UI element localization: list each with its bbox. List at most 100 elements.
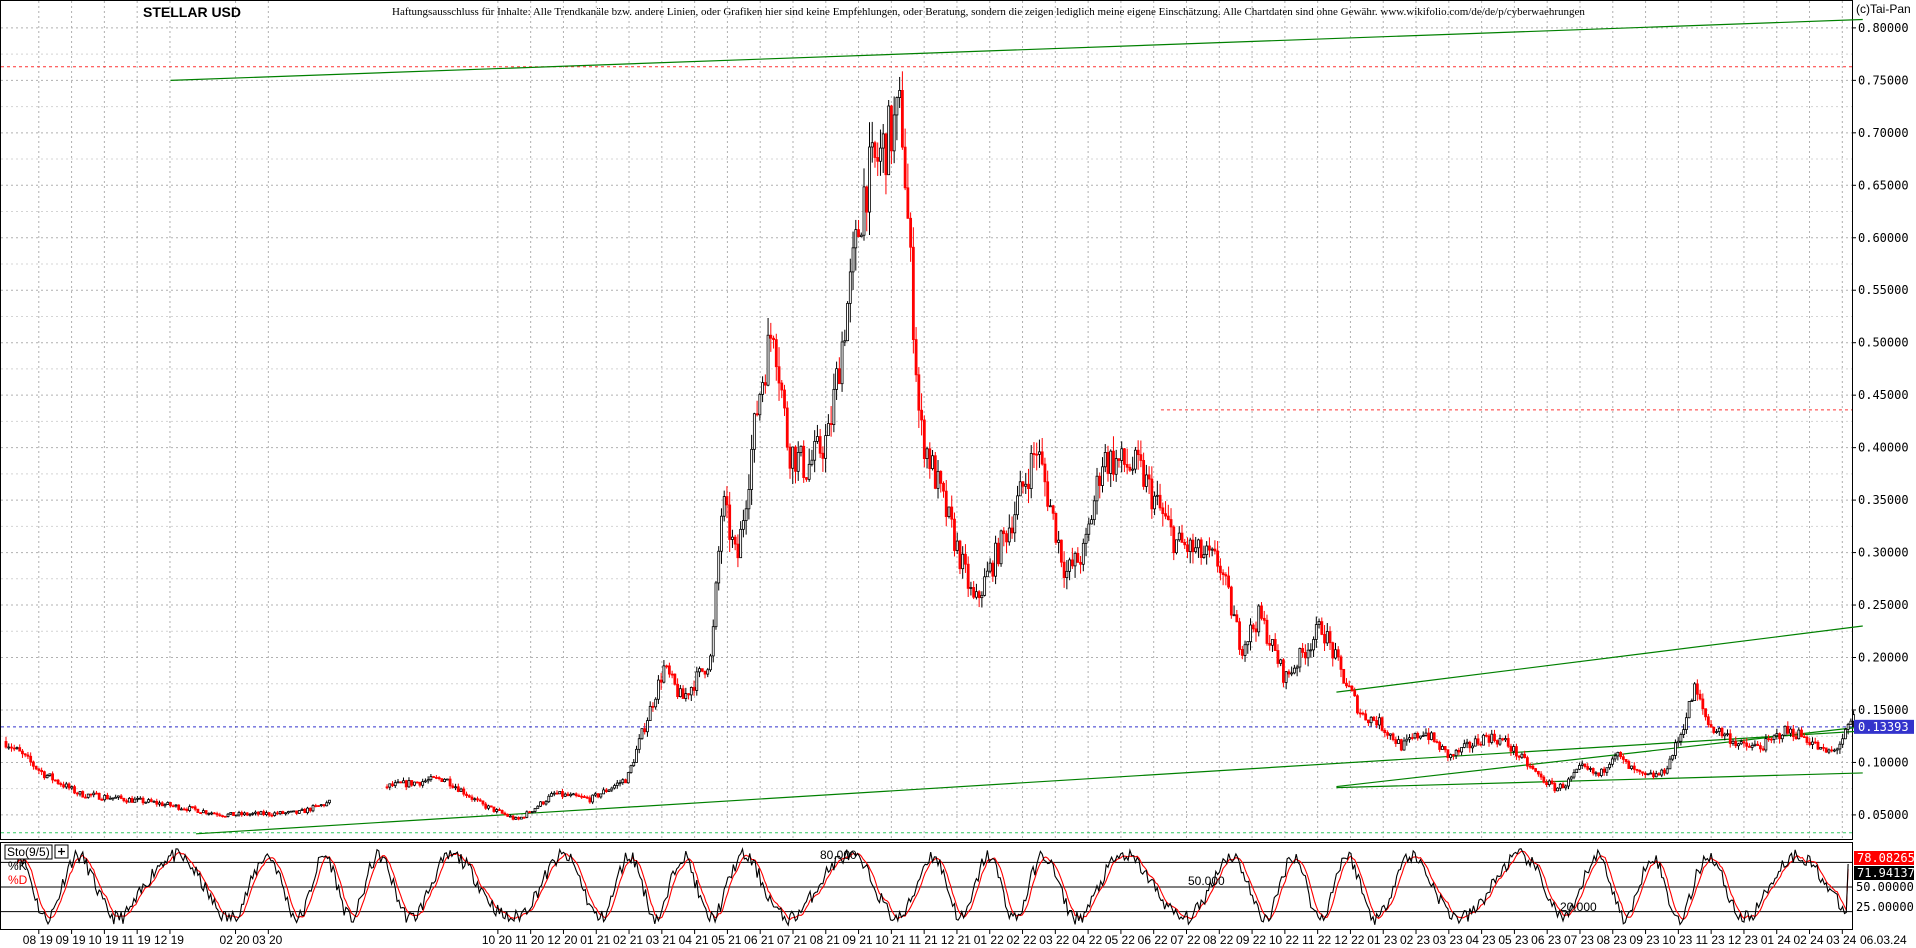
candle-body: [495, 809, 499, 812]
stoch-tick-25: 25.00000: [1856, 900, 1914, 914]
candle-body: [1701, 698, 1705, 710]
x-tick-label: 01 24: [1761, 933, 1791, 947]
candle-body: [1153, 495, 1156, 510]
candle-body: [391, 783, 394, 787]
candle-body: [947, 506, 951, 518]
candle-body: [950, 506, 954, 520]
candle-body: [1262, 617, 1266, 621]
candle-body: [487, 805, 490, 809]
candle-body: [1693, 683, 1697, 701]
candle-body: [1558, 783, 1562, 789]
candle-body: [319, 804, 323, 807]
candle-body: [1619, 751, 1622, 758]
candle-body: [1720, 727, 1724, 737]
candle-body: [1081, 542, 1085, 565]
candle-body: [843, 340, 847, 343]
candle-body: [802, 445, 806, 478]
candle-body: [563, 793, 567, 797]
candle-body: [1769, 738, 1773, 741]
candle-body: [788, 446, 792, 469]
candle-body: [1728, 733, 1732, 744]
candle-body: [1175, 539, 1178, 554]
candle-body: [1462, 743, 1466, 748]
candle-body: [1216, 550, 1220, 567]
candle-body: [728, 504, 732, 540]
candle-body: [1591, 768, 1595, 774]
candle-body: [1468, 741, 1472, 749]
candle-body: [1147, 474, 1151, 480]
candle-body: [149, 799, 153, 802]
candle-body: [936, 470, 940, 489]
y-tick-label: 0.20000: [1858, 651, 1909, 665]
current-price-value: 0.13393: [1858, 720, 1909, 734]
candle-body: [832, 388, 836, 425]
candle-body: [794, 446, 797, 472]
candle-body: [1221, 572, 1225, 575]
candle-body: [1208, 545, 1211, 551]
candle-body: [1780, 734, 1784, 740]
candle-body: [780, 382, 784, 391]
candle-body: [1610, 758, 1614, 765]
candle-body: [1528, 765, 1532, 768]
candle-body: [1698, 693, 1702, 700]
chart-title: STELLAR USD: [143, 4, 241, 20]
candle-body: [201, 810, 205, 814]
candle-body: [204, 810, 208, 814]
candle-body: [256, 811, 260, 815]
trendline: [1336, 625, 1863, 693]
candle-body: [1112, 450, 1115, 475]
x-tick-label: 03 20: [252, 933, 282, 947]
candle-body: [1457, 749, 1461, 753]
candle-body: [1383, 729, 1387, 733]
candle-body: [78, 791, 82, 795]
candle-body: [1827, 749, 1831, 753]
candle-body: [1194, 547, 1198, 553]
candle-body: [1775, 733, 1779, 737]
candle-body: [1473, 738, 1477, 747]
candle-body: [552, 792, 556, 795]
price-panel: [0, 0, 1853, 840]
candle-body: [695, 671, 699, 691]
candle-body: [1334, 649, 1337, 659]
candle-body: [1561, 783, 1565, 789]
candle-body: [456, 786, 460, 792]
y-tick-label: 0.40000: [1858, 441, 1909, 455]
candle-body: [1706, 716, 1710, 725]
candle-body: [221, 815, 224, 818]
candle-body: [1142, 460, 1146, 487]
candle-body: [1635, 768, 1639, 771]
candle-body: [1525, 757, 1529, 767]
candle-body: [632, 762, 636, 767]
candle-body: [602, 789, 605, 795]
candle-body: [32, 761, 35, 767]
candle-body: [700, 668, 704, 672]
candle-body: [1205, 545, 1209, 555]
stochastic-title: Sto(9/5): [7, 845, 50, 859]
candle-body: [1589, 768, 1592, 770]
candle-body: [155, 800, 159, 805]
candle-body: [325, 802, 329, 807]
expand-panel-button[interactable]: [54, 844, 69, 859]
candle-body: [1183, 541, 1187, 546]
candle-body: [1723, 733, 1727, 737]
candle-body: [53, 779, 57, 782]
candle-body: [1240, 649, 1244, 656]
last-date-label: 06.03.24: [1860, 933, 1907, 947]
candle-body: [1443, 746, 1447, 751]
candle-body: [1027, 483, 1030, 489]
candle-body: [127, 797, 131, 803]
candle-body: [1010, 527, 1014, 534]
y-tick-label: 0.70000: [1858, 126, 1909, 140]
x-tick-label: 06 21: [744, 933, 774, 947]
candle-body: [1531, 765, 1535, 769]
candle-body: [73, 786, 76, 794]
y-axis: 0.80000 0.75000 0.70000 0.65000 0.60000 0.550…: [1852, 21, 1909, 822]
y-tick-label: 0.15000: [1858, 703, 1909, 717]
candle-body: [1663, 769, 1666, 774]
candle-body: [454, 786, 457, 789]
candle-body: [1377, 717, 1381, 726]
candle-body: [1739, 741, 1743, 745]
candle-body: [544, 801, 548, 805]
candle-body: [1643, 772, 1647, 776]
candle-body: [769, 334, 773, 339]
